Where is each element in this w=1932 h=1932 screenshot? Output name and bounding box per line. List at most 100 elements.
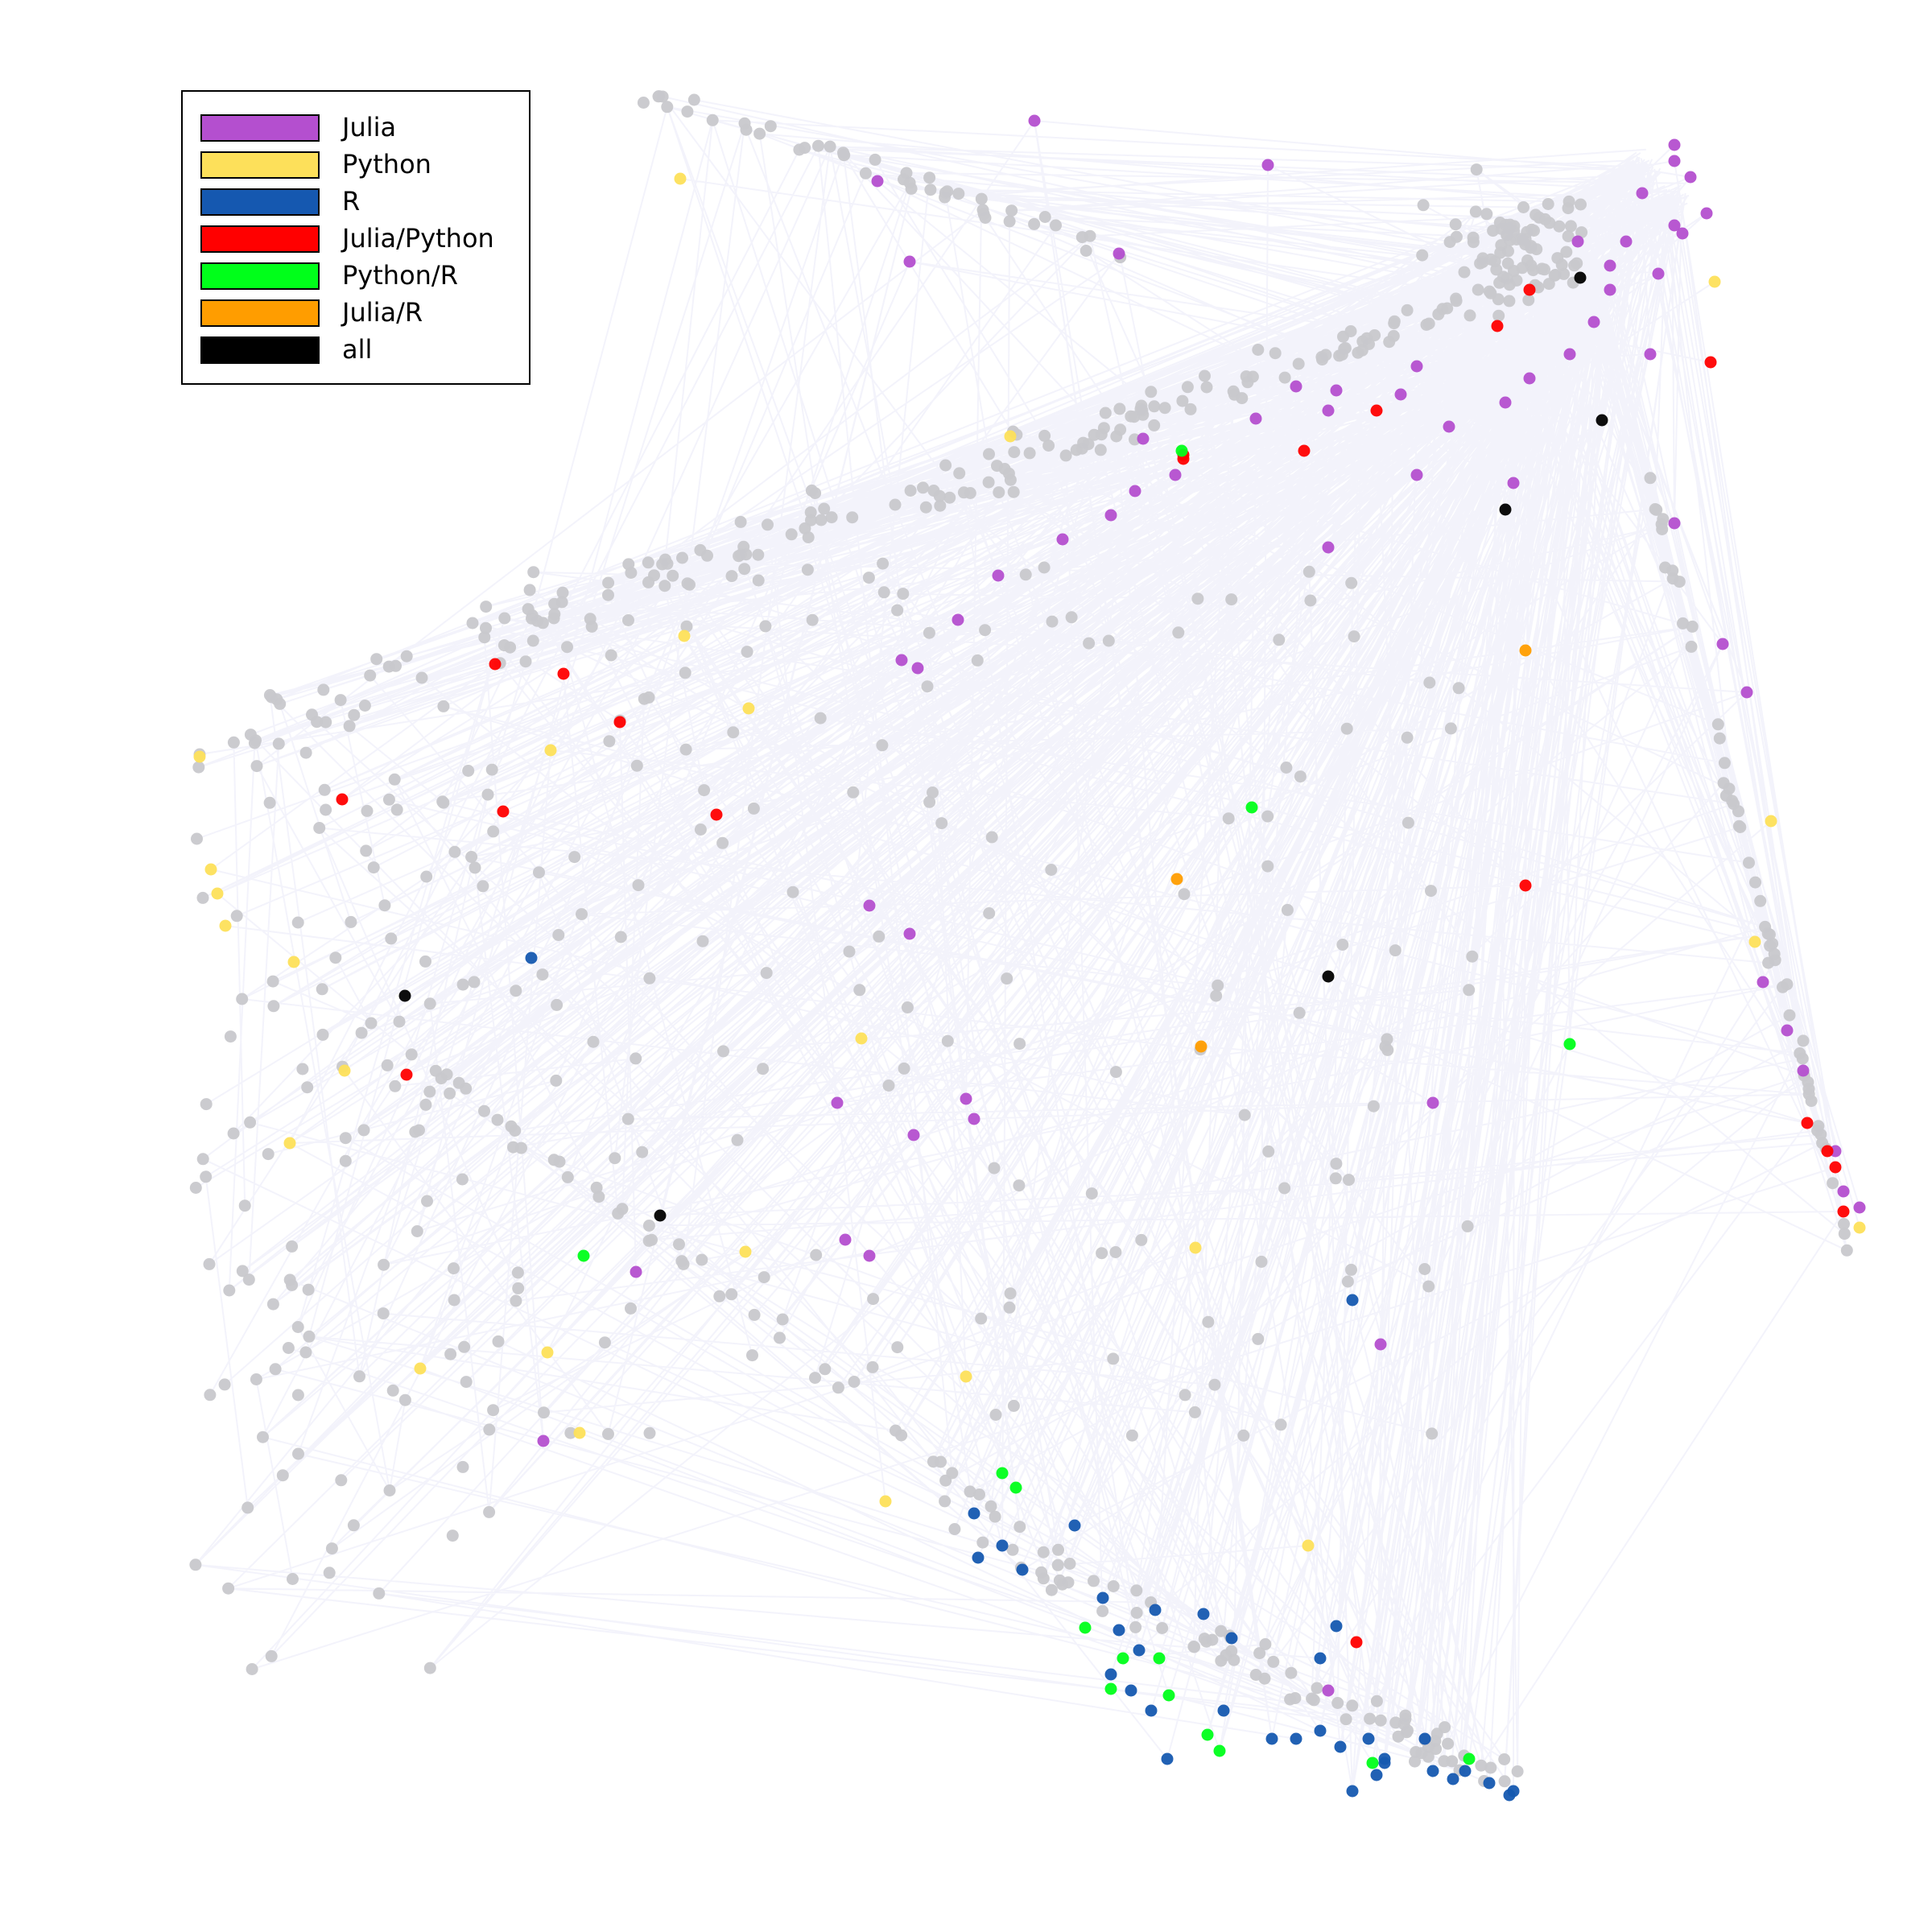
graph-node [492, 1335, 505, 1348]
graph-node [1208, 1378, 1221, 1391]
graph-node [866, 1360, 879, 1373]
graph-node [1261, 810, 1274, 823]
graph-node-julia-python [1491, 320, 1504, 332]
graph-node [776, 1313, 789, 1326]
graph-node [1178, 888, 1191, 901]
graph-node-python [204, 863, 217, 876]
graph-node [819, 1363, 832, 1376]
graph-node-julia [1668, 155, 1681, 167]
graph-node [1145, 386, 1158, 398]
graph-node [759, 620, 772, 633]
graph-node [587, 1035, 600, 1048]
graph-node-julia [1374, 1338, 1387, 1351]
graph-node [848, 1376, 861, 1388]
graph-node [286, 1278, 299, 1291]
graph-node [1148, 419, 1161, 431]
graph-node [1348, 630, 1360, 643]
graph-node [436, 795, 449, 808]
graph-node-julia [1249, 412, 1262, 425]
graph-node [480, 601, 493, 613]
legend-swatch-julia [200, 114, 320, 142]
graph-node-python [739, 1245, 752, 1258]
graph-node [393, 1015, 406, 1028]
graph-node [1134, 402, 1147, 415]
graph-node [556, 586, 569, 599]
graph-node [642, 1220, 655, 1232]
graph-node [301, 1081, 314, 1094]
graph-node-julia [1652, 267, 1665, 280]
graph-node [440, 1068, 453, 1081]
graph-node [373, 1587, 386, 1600]
graph-node [680, 620, 693, 633]
graph-node-julia-python [497, 805, 510, 818]
graph-node [318, 783, 331, 796]
graph-node [799, 522, 811, 535]
graph-node-r [1314, 1652, 1327, 1665]
graph-node [291, 916, 304, 929]
graph-node [804, 506, 817, 518]
graph-node [989, 1510, 1001, 1523]
graph-node [785, 528, 798, 541]
graph-node-julia-python [400, 1068, 413, 1081]
graph-node-all [398, 989, 411, 1002]
graph-node-julia [1028, 114, 1041, 127]
graph-node [1732, 819, 1745, 832]
graph-node [590, 1181, 603, 1194]
graph-node [1225, 593, 1238, 606]
graph-node [515, 1141, 527, 1154]
graph-node [1210, 989, 1223, 1002]
graph-node [1732, 805, 1744, 818]
graph-node [642, 576, 654, 588]
graph-node [381, 1059, 394, 1071]
graph-node [1125, 1429, 1138, 1442]
graph-node [748, 1308, 761, 1321]
graph-node [536, 617, 549, 630]
graph-node [859, 167, 872, 180]
graph-node-julia-python [336, 793, 349, 806]
graph-node [681, 577, 694, 590]
graph-node [632, 879, 645, 892]
graph-node [469, 861, 481, 874]
graph-node-r [1378, 1757, 1391, 1769]
graph-node-julia [1169, 469, 1182, 481]
graph-node [1222, 812, 1235, 825]
graph-node [584, 613, 597, 625]
graph-node [456, 1173, 469, 1186]
graph-node [355, 1026, 368, 1039]
graph-node-julia [952, 613, 964, 626]
graph-node [437, 700, 450, 712]
graph-node [196, 1153, 209, 1166]
graph-node-julia [1410, 469, 1423, 481]
legend-swatch-julia-python [200, 225, 320, 253]
graph-node [196, 891, 209, 904]
graph-node-julia-python [1829, 1161, 1842, 1174]
graph-node [377, 1307, 390, 1320]
graph-node [320, 716, 332, 729]
graph-node [612, 1207, 625, 1220]
graph-node [1673, 576, 1686, 588]
graph-node [988, 1162, 1001, 1174]
graph-node [1517, 234, 1530, 247]
graph-node [316, 1028, 329, 1041]
graph-node [941, 1034, 954, 1047]
graph-node [832, 1381, 844, 1394]
graph-node-julia [903, 255, 916, 268]
graph-node [227, 1127, 240, 1140]
graph-node [511, 1266, 524, 1279]
graph-node [536, 968, 549, 981]
graph-node [923, 171, 936, 184]
graph-node [230, 910, 243, 923]
graph-node [837, 148, 850, 161]
graph-node [446, 1530, 459, 1542]
edge-bundle [195, 96, 1860, 1792]
legend-label-r: R [342, 186, 361, 217]
graph-node [400, 650, 413, 663]
graph-node-r [968, 1507, 980, 1520]
graph-node-julia-r [1170, 873, 1183, 886]
graph-node-r [1197, 1608, 1210, 1620]
graph-node [1075, 231, 1088, 244]
graph-node [1158, 402, 1171, 415]
graph-node-julia [1322, 1684, 1335, 1697]
graph-node [734, 548, 747, 561]
graph-node [526, 634, 539, 647]
